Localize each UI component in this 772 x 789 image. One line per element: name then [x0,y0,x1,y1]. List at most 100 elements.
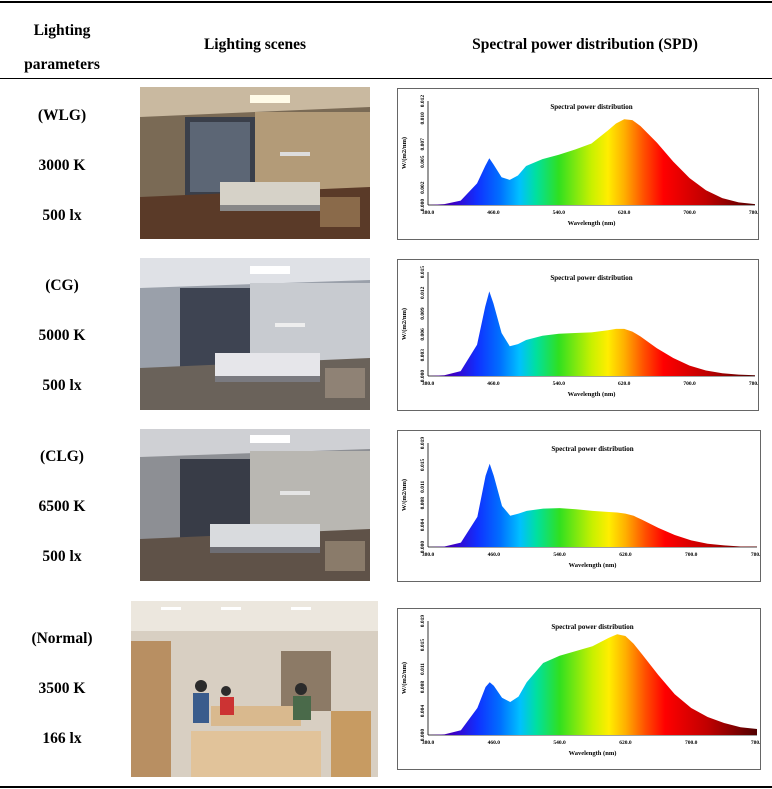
spd-area [428,291,755,376]
scene-name: (CLG) [40,448,84,465]
x-tick-label: 620.0 [618,210,631,216]
x-tick-label: 620.0 [618,381,631,387]
row-params-normal: (Normal) 3500 K 166 lx [14,614,110,764]
spd-chart-normal: 380.0 460.0 540.0 620.0 700.0 780.0 0.000 0.004… [397,608,761,770]
x-tick-label: 460.0 [488,552,501,558]
x-axis-label: Wavelength (nm) [569,562,617,569]
x-tick-label: 380.0 [422,381,435,387]
x-tick-label: 380.0 [422,740,435,746]
scene-photo-wlg [140,87,370,239]
x-tick-label: 380.0 [422,552,435,558]
scene-name: (CG) [45,277,79,294]
scene-lux: 500 lx [42,548,82,565]
x-tick-label: 460.0 [487,210,500,216]
header-params-line2: parameters [24,56,100,73]
chart-title: Spectral power distribution [550,103,632,111]
x-axis-label: Wavelength (nm) [568,391,616,398]
spd-chart-cg: 380.0 460.0 540.0 620.0 700.0 780.0 0.000 0.003… [397,259,759,411]
scene-name: (WLG) [37,107,87,124]
spd-chart-svg: 380.0 460.0 540.0 620.0 700.0 780.0 0.000 0.004… [401,437,760,569]
y-tick-label: 0.019 [420,437,426,450]
header-spd: Spectral power distribution (SPD) [472,36,698,53]
table-top-rule [0,1,772,3]
x-tick-label: 620.0 [619,740,632,746]
scene-lux: 500 lx [42,377,82,394]
scene-cct: 3000 K [38,157,86,174]
x-tick-label: 540.0 [553,740,566,746]
x-tick-label: 460.0 [487,381,500,387]
x-tick-label: 780.0 [751,740,760,746]
x-tick-label: 700.0 [685,552,698,558]
x-tick-label: 620.0 [619,552,632,558]
y-tick-label: 0.015 [420,266,426,279]
x-tick-label: 700.0 [683,381,696,387]
chart-title: Spectral power distribution [551,445,633,453]
scene-lux: 166 lx [42,730,82,747]
y-tick-label: 0.015 [420,458,426,471]
spd-chart-clg: 380.0 460.0 540.0 620.0 700.0 780.0 0.000 0.004… [397,430,761,582]
spd-chart-svg: 380.0 460.0 540.0 620.0 700.0 780.0 0.000 0.002… [401,95,758,227]
y-tick-label: 0.000 [420,729,426,742]
x-tick-label: 780.0 [751,552,760,558]
y-tick-label: 0.006 [420,328,426,341]
scene-name: (Normal) [31,630,93,647]
y-tick-label: 0.010 [420,112,426,125]
table-bottom-rule [0,786,772,788]
y-tick-label: 0.002 [420,181,426,194]
spd-chart-svg: 380.0 460.0 540.0 620.0 700.0 780.0 0.000 0.003… [401,266,758,398]
y-axis-label: W/(m2/nm) [401,662,408,694]
spd-area [428,463,757,547]
chart-title: Spectral power distribution [551,623,633,631]
x-tick-label: 780.0 [749,210,758,216]
x-tick-label: 540.0 [553,552,566,558]
spd-area [428,634,757,735]
row-params-cg: (CG) 5000 K 500 lx [14,261,110,411]
row-params-clg: (CLG) 6500 K 500 lx [14,432,110,582]
x-tick-label: 780.0 [749,381,758,387]
x-tick-label: 460.0 [488,740,501,746]
header-params-line1: Lighting [33,22,91,39]
y-tick-label: 0.003 [420,349,426,362]
x-axis-label: Wavelength (nm) [569,750,617,757]
scene-photo-cg [140,258,370,410]
y-axis-label: W/(m2/nm) [401,308,408,340]
scene-photo-normal [131,601,378,777]
y-axis-label: W/(m2/nm) [401,137,408,169]
y-tick-label: 0.009 [420,307,426,320]
x-axis-label: Wavelength (nm) [568,220,616,227]
spd-chart-svg: 380.0 460.0 540.0 620.0 700.0 780.0 0.000 0.004… [401,615,760,757]
table-header-rule [0,78,772,79]
x-tick-label: 700.0 [685,740,698,746]
scene-photo-clg [140,429,370,581]
y-tick-label: 0.007 [420,138,426,151]
y-tick-label: 0.008 [420,497,426,510]
spd-chart-wlg: 380.0 460.0 540.0 620.0 700.0 780.0 0.000 0.002… [397,88,759,240]
row-params-wlg: (WLG) 3000 K 500 lx [14,91,110,241]
x-tick-label: 380.0 [422,210,435,216]
scene-cct: 6500 K [38,498,86,515]
scene-lux: 500 lx [42,207,82,224]
y-tick-label: 0.019 [420,615,426,628]
header-lighting-parameters: Lighting parameters [14,14,110,82]
chart-title: Spectral power distribution [550,274,632,282]
y-tick-label: 0.011 [420,481,426,493]
header-lighting-scenes: Lighting scenes [203,36,307,53]
x-tick-label: 700.0 [683,210,696,216]
y-tick-label: 0.012 [420,95,426,108]
y-tick-label: 0.004 [420,519,426,532]
x-tick-label: 540.0 [553,381,566,387]
y-tick-label: 0.008 [420,681,426,694]
y-tick-label: 0.005 [420,155,426,168]
y-tick-label: 0.015 [420,639,426,652]
y-tick-label: 0.000 [420,370,426,383]
y-tick-label: 0.012 [420,286,426,299]
spd-area [428,119,755,205]
y-axis-label: W/(m2/nm) [401,479,408,511]
x-tick-label: 540.0 [553,210,566,216]
y-tick-label: 0.011 [420,663,426,675]
y-tick-label: 0.000 [420,541,426,554]
scene-cct: 3500 K [38,680,86,697]
scene-cct: 5000 K [38,327,86,344]
y-tick-label: 0.000 [420,199,426,212]
y-tick-label: 0.004 [420,705,426,718]
